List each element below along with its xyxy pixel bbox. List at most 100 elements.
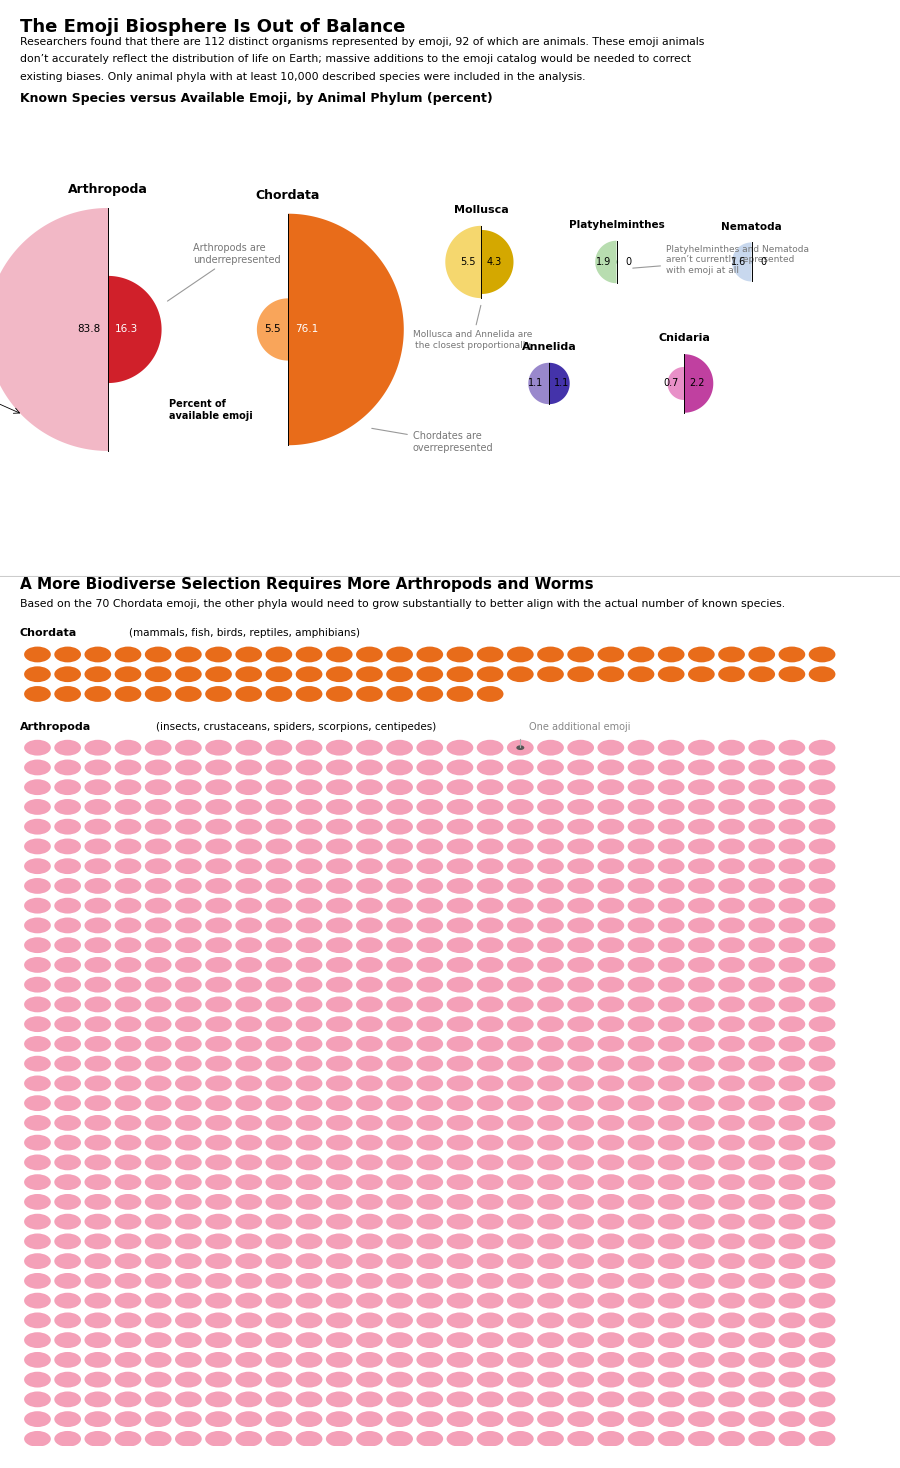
Ellipse shape: [175, 686, 202, 702]
Ellipse shape: [114, 666, 141, 683]
Ellipse shape: [266, 997, 292, 1013]
Ellipse shape: [114, 1233, 141, 1249]
Ellipse shape: [658, 819, 685, 835]
Ellipse shape: [175, 1333, 202, 1348]
Ellipse shape: [718, 878, 745, 894]
Ellipse shape: [446, 1214, 473, 1230]
Ellipse shape: [507, 1293, 534, 1308]
Ellipse shape: [477, 1135, 503, 1151]
Ellipse shape: [235, 1293, 262, 1308]
Ellipse shape: [356, 1135, 382, 1151]
Ellipse shape: [386, 1036, 413, 1051]
Ellipse shape: [266, 957, 292, 973]
Ellipse shape: [627, 1450, 654, 1467]
Ellipse shape: [507, 666, 534, 683]
Ellipse shape: [85, 1016, 112, 1032]
Ellipse shape: [537, 1016, 563, 1032]
Ellipse shape: [24, 1254, 50, 1268]
Ellipse shape: [296, 1450, 322, 1467]
Ellipse shape: [85, 1076, 112, 1091]
Ellipse shape: [417, 1411, 443, 1427]
Ellipse shape: [175, 1431, 202, 1447]
Ellipse shape: [658, 997, 685, 1013]
Ellipse shape: [778, 1392, 806, 1408]
Ellipse shape: [266, 646, 292, 662]
Ellipse shape: [85, 957, 112, 973]
Ellipse shape: [567, 1036, 594, 1051]
Ellipse shape: [296, 646, 322, 662]
Ellipse shape: [718, 898, 745, 913]
Ellipse shape: [627, 740, 654, 756]
Ellipse shape: [386, 1333, 413, 1348]
Ellipse shape: [114, 1116, 141, 1130]
Ellipse shape: [205, 838, 232, 854]
Ellipse shape: [658, 1450, 685, 1467]
Ellipse shape: [235, 957, 262, 973]
Ellipse shape: [567, 646, 594, 662]
Ellipse shape: [688, 1233, 715, 1249]
Ellipse shape: [85, 859, 112, 873]
Ellipse shape: [749, 878, 775, 894]
Ellipse shape: [205, 1431, 232, 1447]
Ellipse shape: [356, 1392, 382, 1408]
Ellipse shape: [567, 1352, 594, 1368]
Ellipse shape: [627, 1371, 654, 1387]
Ellipse shape: [85, 1116, 112, 1130]
Ellipse shape: [718, 799, 745, 815]
Text: One additional emoji: One additional emoji: [529, 722, 630, 731]
Ellipse shape: [567, 759, 594, 775]
Ellipse shape: [326, 937, 353, 953]
Ellipse shape: [507, 799, 534, 815]
Ellipse shape: [266, 1293, 292, 1308]
Ellipse shape: [749, 859, 775, 873]
Polygon shape: [595, 241, 616, 283]
Ellipse shape: [386, 1154, 413, 1170]
Ellipse shape: [175, 666, 202, 683]
Ellipse shape: [235, 646, 262, 662]
Ellipse shape: [567, 1016, 594, 1032]
Ellipse shape: [356, 838, 382, 854]
Ellipse shape: [175, 1352, 202, 1368]
Ellipse shape: [446, 1016, 473, 1032]
Ellipse shape: [598, 740, 625, 756]
Ellipse shape: [386, 819, 413, 835]
Ellipse shape: [718, 1431, 745, 1447]
Ellipse shape: [85, 1214, 112, 1230]
Ellipse shape: [477, 1411, 503, 1427]
Ellipse shape: [326, 1431, 353, 1447]
Ellipse shape: [417, 1055, 443, 1072]
Ellipse shape: [537, 759, 563, 775]
Ellipse shape: [778, 918, 806, 934]
Ellipse shape: [537, 1055, 563, 1072]
Ellipse shape: [145, 1076, 172, 1091]
Ellipse shape: [145, 1016, 172, 1032]
Text: Chordata: Chordata: [256, 189, 320, 203]
Ellipse shape: [778, 780, 806, 796]
Ellipse shape: [24, 1095, 50, 1111]
Ellipse shape: [386, 1233, 413, 1249]
Ellipse shape: [24, 686, 50, 702]
Ellipse shape: [356, 1333, 382, 1348]
Ellipse shape: [567, 666, 594, 683]
Ellipse shape: [54, 918, 81, 934]
Ellipse shape: [54, 1135, 81, 1151]
Ellipse shape: [537, 1193, 563, 1210]
Ellipse shape: [749, 1193, 775, 1210]
Ellipse shape: [507, 918, 534, 934]
Ellipse shape: [54, 1352, 81, 1368]
Ellipse shape: [85, 1431, 112, 1447]
Ellipse shape: [658, 1352, 685, 1368]
Ellipse shape: [778, 1293, 806, 1308]
Ellipse shape: [85, 838, 112, 854]
Ellipse shape: [326, 1193, 353, 1210]
Ellipse shape: [598, 780, 625, 796]
Ellipse shape: [598, 1233, 625, 1249]
Ellipse shape: [598, 1055, 625, 1072]
Ellipse shape: [205, 997, 232, 1013]
Ellipse shape: [688, 1312, 715, 1329]
Ellipse shape: [235, 1254, 262, 1268]
Ellipse shape: [658, 1371, 685, 1387]
Ellipse shape: [205, 1036, 232, 1051]
Ellipse shape: [537, 957, 563, 973]
Ellipse shape: [417, 1450, 443, 1467]
